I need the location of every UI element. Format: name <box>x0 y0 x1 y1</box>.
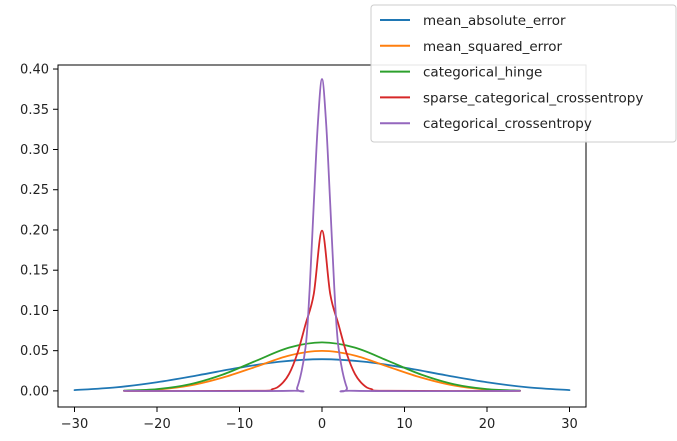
series-line-sparse-categorical-crossentropy <box>123 229 521 392</box>
legend-label: sparse_categorical_crossentropy <box>423 90 643 106</box>
legend-label: mean_absolute_error <box>423 13 566 29</box>
x-tick-label: 0 <box>318 417 326 432</box>
legend-box <box>370 4 677 143</box>
y-tick-label: 0.40 <box>20 63 49 78</box>
y-tick-label: 0.25 <box>20 183 49 198</box>
y-tick-label: 0.20 <box>20 223 49 238</box>
series-line-categorical-hinge <box>123 341 521 392</box>
x-tick-label: 30 <box>561 417 578 432</box>
y-tick-label: 0.30 <box>20 143 49 158</box>
series-line-categorical-crossentropy <box>123 78 521 393</box>
legend-label: categorical_crossentropy <box>423 116 592 132</box>
x-tick-label: 10 <box>396 417 413 432</box>
y-tick-label: 0.10 <box>20 304 49 319</box>
y-tick-label: 0.00 <box>20 384 49 399</box>
y-tick-label: 0.35 <box>20 103 49 118</box>
y-axis: 0.00 0.05 0.10 0.15 0.20 0.25 0.30 0.35 0.40 <box>20 63 58 399</box>
x-tick-label: 20 <box>479 417 496 432</box>
series-line-mean-squared-error <box>123 350 521 392</box>
x-axis: −30 −20 −10 0 10 20 30 <box>61 407 578 432</box>
x-tick-label: −20 <box>143 417 170 432</box>
y-tick-label: 0.15 <box>20 264 49 279</box>
legend: mean_absolute_error mean_squared_errorcat… <box>370 4 677 143</box>
series-line-mean-absolute-error <box>73 358 571 391</box>
x-tick-label: −10 <box>226 417 253 432</box>
y-tick-label: 0.05 <box>20 344 49 359</box>
series-lines <box>73 78 571 393</box>
x-tick-label: −30 <box>61 417 88 432</box>
legend-label: mean_squared_error <box>423 39 562 55</box>
legend-label: categorical_hinge <box>423 65 542 81</box>
